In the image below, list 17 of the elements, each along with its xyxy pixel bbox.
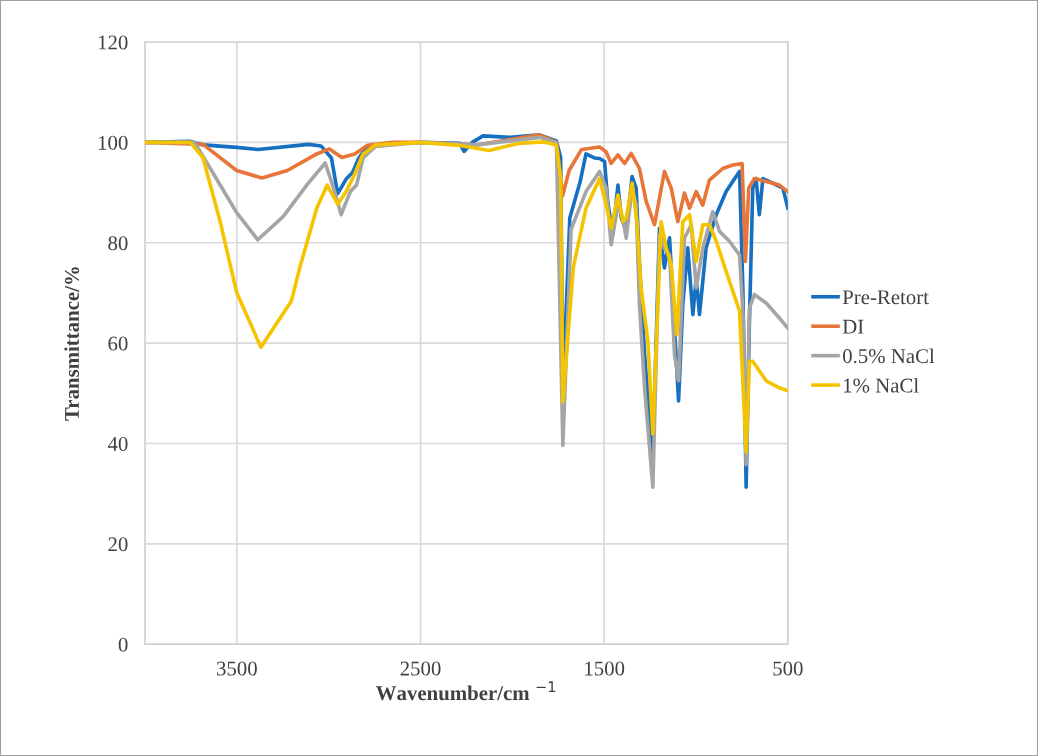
- x-tick-label: 500: [773, 661, 803, 676]
- legend-label: 1% NaCl: [844, 377, 919, 393]
- legend-label: Pre-Retort: [842, 290, 929, 305]
- x-axis-title: Wavenumber/cm $^{−1}$: [375, 681, 556, 701]
- legend-label: DI: [842, 319, 864, 334]
- y-tick-label: 80: [108, 236, 128, 251]
- x-tick-label: 2500: [400, 661, 441, 676]
- y-tick-label: 120: [98, 35, 128, 50]
- y-tick-label: 60: [108, 336, 128, 351]
- legend-label: 0.5% NaCl: [842, 348, 935, 364]
- y-tick-label: 20: [108, 537, 128, 552]
- y-tick-label: 40: [107, 436, 128, 451]
- y-axis-title: Transmittance/%: [64, 267, 80, 421]
- x-tick-label: 1500: [585, 661, 625, 676]
- x-tick-label: 3500: [217, 661, 257, 676]
- y-tick-label: 0: [118, 637, 128, 652]
- y-tick-label: 100: [98, 135, 128, 150]
